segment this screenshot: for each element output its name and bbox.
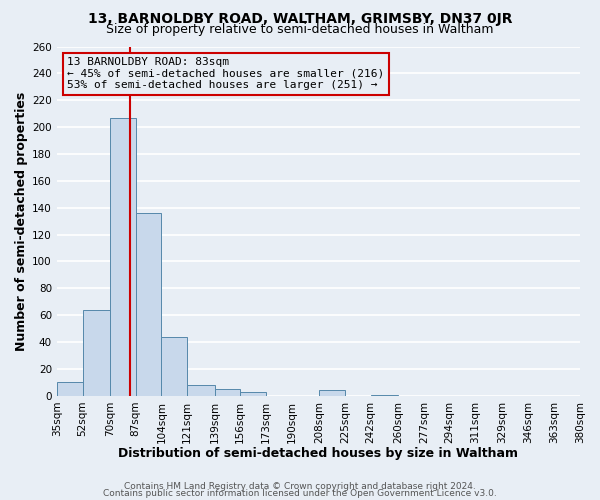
Bar xyxy=(57,382,83,396)
Bar xyxy=(319,390,345,396)
Bar xyxy=(215,389,240,396)
Bar xyxy=(240,392,266,396)
Bar xyxy=(136,213,161,396)
Y-axis label: Number of semi-detached properties: Number of semi-detached properties xyxy=(15,92,28,351)
Text: Contains HM Land Registry data © Crown copyright and database right 2024.: Contains HM Land Registry data © Crown c… xyxy=(124,482,476,491)
Text: Contains public sector information licensed under the Open Government Licence v3: Contains public sector information licen… xyxy=(103,489,497,498)
Bar xyxy=(83,310,110,396)
Bar xyxy=(110,118,136,396)
X-axis label: Distribution of semi-detached houses by size in Waltham: Distribution of semi-detached houses by … xyxy=(118,447,518,460)
Bar xyxy=(187,385,215,396)
Bar xyxy=(371,394,398,396)
Text: 13 BARNOLDBY ROAD: 83sqm
← 45% of semi-detached houses are smaller (216)
53% of : 13 BARNOLDBY ROAD: 83sqm ← 45% of semi-d… xyxy=(67,57,385,90)
Text: Size of property relative to semi-detached houses in Waltham: Size of property relative to semi-detach… xyxy=(106,22,494,36)
Bar xyxy=(161,336,187,396)
Text: 13, BARNOLDBY ROAD, WALTHAM, GRIMSBY, DN37 0JR: 13, BARNOLDBY ROAD, WALTHAM, GRIMSBY, DN… xyxy=(88,12,512,26)
